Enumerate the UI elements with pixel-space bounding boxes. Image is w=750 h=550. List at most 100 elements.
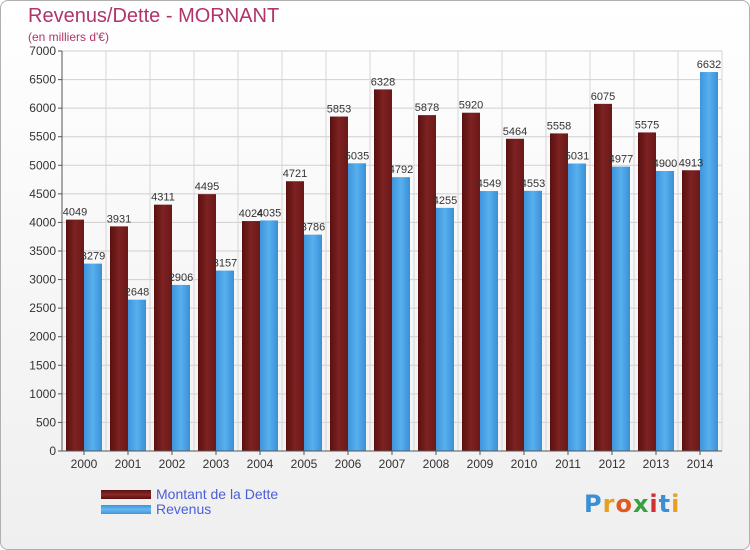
x-tick-label: 2013 xyxy=(643,457,670,471)
bar-debt xyxy=(462,112,480,451)
bar-debt xyxy=(242,221,260,451)
data-label-debt: 5920 xyxy=(459,100,483,112)
data-label-revenue: 6632 xyxy=(697,59,721,71)
data-label-revenue: 4792 xyxy=(389,164,413,176)
y-tick-label: 2500 xyxy=(29,301,56,315)
y-tick-label: 2000 xyxy=(29,330,56,344)
logo-letter: r xyxy=(602,490,616,518)
data-label-revenue: 4035 xyxy=(257,207,281,219)
bar-debt xyxy=(330,116,348,452)
data-label-revenue: 2648 xyxy=(125,287,149,299)
bar-debt xyxy=(550,133,568,451)
y-tick-label: 3500 xyxy=(29,244,56,258)
bar-debt xyxy=(374,89,392,452)
data-label-revenue: 5035 xyxy=(345,150,369,162)
data-label-debt: 6328 xyxy=(371,76,395,88)
bar-revenue xyxy=(84,263,102,451)
bar-revenue xyxy=(216,270,234,451)
data-label-debt: 5558 xyxy=(547,120,571,132)
x-tick-label: 2010 xyxy=(511,457,538,471)
data-label-debt: 5575 xyxy=(635,119,659,131)
x-tick-label: 2000 xyxy=(71,457,98,471)
bar-debt xyxy=(66,219,84,451)
y-tick-label: 6500 xyxy=(29,73,56,87)
logo-letter: x xyxy=(632,490,650,518)
data-label-revenue: 4553 xyxy=(521,178,545,190)
y-tick-label: 4500 xyxy=(29,187,56,201)
data-label-debt: 4311 xyxy=(151,192,175,204)
axes xyxy=(58,50,722,455)
y-tick-label: 500 xyxy=(36,415,56,429)
x-tick-label: 2008 xyxy=(423,457,450,471)
data-label-revenue: 3786 xyxy=(301,222,325,234)
bar-revenue xyxy=(436,207,454,451)
data-label-debt: 4913 xyxy=(679,157,703,169)
y-tick-label: 6000 xyxy=(29,101,56,115)
logo-letter: i xyxy=(649,490,659,518)
data-label-revenue: 4900 xyxy=(653,158,677,170)
x-tick-label: 2006 xyxy=(335,457,362,471)
data-label-revenue: 4549 xyxy=(477,178,501,190)
data-label-revenue: 2906 xyxy=(169,272,193,284)
bar-debt xyxy=(198,194,216,451)
y-tick-label: 0 xyxy=(49,444,56,458)
x-tick-label: 2011 xyxy=(555,457,581,471)
data-label-revenue: 3279 xyxy=(81,251,105,263)
data-label-revenue: 4255 xyxy=(433,195,457,207)
logo-letter: t xyxy=(658,490,672,518)
data-label-debt: 4024 xyxy=(239,208,263,220)
y-tick-label: 4000 xyxy=(29,215,56,229)
data-label-revenue: 5031 xyxy=(565,151,589,163)
bar-revenue xyxy=(128,299,146,451)
x-tick-label: 2012 xyxy=(599,457,626,471)
y-tick-label: 1500 xyxy=(29,358,56,372)
legend-swatch-revenue xyxy=(101,505,151,514)
data-label-debt: 6075 xyxy=(591,91,615,103)
bar-revenue xyxy=(480,191,498,452)
bar-revenue xyxy=(656,171,674,451)
bar-debt xyxy=(286,181,304,451)
data-label-debt: 4495 xyxy=(195,181,219,193)
y-tick-label: 7000 xyxy=(29,44,56,58)
proxiti-logo: Proxiti xyxy=(584,490,680,518)
x-tick-label: 2001 xyxy=(115,457,142,471)
legend-label-debt: Montant de la Dette xyxy=(156,486,279,502)
bar-revenue xyxy=(392,177,410,451)
y-tick-label: 5000 xyxy=(29,158,56,172)
bar-debt xyxy=(506,138,524,451)
x-tick-label: 2014 xyxy=(687,457,714,471)
bar-debt xyxy=(110,226,128,451)
bar-debt xyxy=(682,170,700,451)
data-label-debt: 5464 xyxy=(503,126,527,138)
legend-swatch-debt xyxy=(101,490,151,499)
x-tick-label: 2002 xyxy=(159,457,186,471)
data-label-debt: 4049 xyxy=(63,207,87,219)
bar-revenue xyxy=(568,163,586,451)
bar-revenue xyxy=(304,234,322,451)
x-tick-label: 2004 xyxy=(247,457,274,471)
chart-title: Revenus/Dette - MORNANT xyxy=(28,5,280,27)
x-tick-label: 2007 xyxy=(379,457,406,471)
data-label-debt: 5878 xyxy=(415,102,439,114)
labels: 0 500 1000 1500 2000 2500 3000 3500 4000 4500 5000… xyxy=(29,44,721,471)
logo-letter: o xyxy=(615,490,633,518)
x-tick-label: 2009 xyxy=(467,457,494,471)
bar-debt xyxy=(418,115,436,451)
x-tick-label: 2005 xyxy=(291,457,318,471)
x-tick-label: 2003 xyxy=(203,457,230,471)
data-label-debt: 3931 xyxy=(107,213,131,225)
bar-debt xyxy=(594,103,612,451)
bars xyxy=(66,72,718,452)
data-label-debt: 4721 xyxy=(283,168,307,180)
data-label-debt: 5853 xyxy=(327,104,351,116)
bar-revenue xyxy=(260,220,278,451)
bar-revenue xyxy=(612,166,630,451)
y-tick-label: 1000 xyxy=(29,387,56,401)
logo-letter: P xyxy=(584,490,603,518)
y-tick-label: 5500 xyxy=(29,130,56,144)
chart-subtitle: (en milliers d'€) xyxy=(28,30,109,44)
bar-debt xyxy=(638,132,656,451)
data-label-revenue: 3157 xyxy=(213,258,237,270)
